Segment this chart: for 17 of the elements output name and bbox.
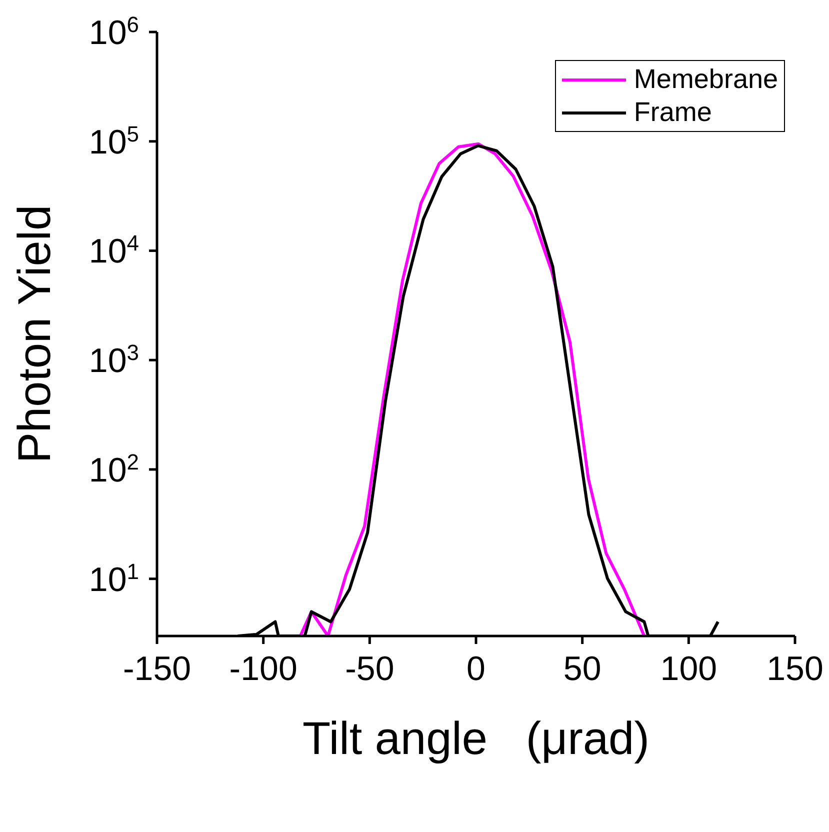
legend-label: Frame	[634, 96, 712, 129]
x-axis-title: Tilt angle (μrad)	[302, 712, 650, 764]
y-tick-label: 10$^{4}$	[88, 230, 139, 271]
x-tick-label: -150	[122, 650, 192, 688]
x-tick-label: 50	[563, 650, 602, 688]
y-tick-label: 10$^{1}$	[88, 558, 139, 599]
x-tick-label: 150	[766, 650, 824, 688]
x-tick-label: 100	[660, 650, 718, 688]
y-tick-label: 10$^{6}$	[88, 12, 139, 52]
y-axis-title: Photon Yield	[8, 204, 60, 464]
y-tick-label: 10$^{3}$	[88, 340, 139, 380]
y-tick-label: 10$^{5}$	[88, 120, 139, 162]
x-tick-label: 0	[466, 650, 486, 688]
x-tick-label: -100	[229, 650, 298, 688]
legend-label: Memebrane	[634, 63, 778, 96]
x-tick-label: -50	[345, 650, 394, 688]
y-tick-label: 10$^{2}$	[88, 448, 139, 490]
